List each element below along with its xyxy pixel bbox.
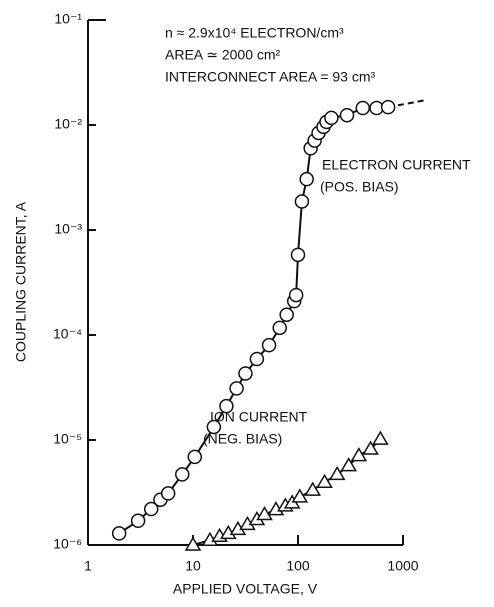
marker xyxy=(340,457,358,472)
marker xyxy=(291,488,309,503)
y-tick-label: 10⁻⁴ xyxy=(53,326,82,342)
marker xyxy=(355,100,371,116)
y-tick-label: 10⁻² xyxy=(54,116,82,132)
marker xyxy=(304,481,321,496)
y-axis-label: COUPLING CURRENT, A xyxy=(13,201,29,362)
x-tick-label: 1 xyxy=(84,558,92,574)
y-tick-label: 10⁻³ xyxy=(54,221,82,237)
marker xyxy=(380,99,396,115)
y-tick-label: 10⁻¹ xyxy=(54,11,82,27)
marker xyxy=(261,337,277,353)
series-label: ELECTRON CURRENT xyxy=(322,157,471,173)
marker xyxy=(294,194,310,209)
marker xyxy=(229,381,244,396)
marker xyxy=(130,513,146,529)
marker xyxy=(324,110,339,126)
x-tick-label: 1000 xyxy=(387,558,418,574)
marker xyxy=(184,536,202,551)
marker xyxy=(299,171,314,187)
x-axis-label: APPLIED VOLTAGE, V xyxy=(173,581,318,597)
marker xyxy=(256,506,273,521)
extrapolation xyxy=(387,99,427,109)
marker xyxy=(111,526,127,541)
annotation: AREA ≃ 2000 cm² xyxy=(165,47,281,63)
marker xyxy=(160,486,176,501)
marker xyxy=(143,501,159,517)
y-tick-label: 10⁻⁶ xyxy=(53,536,82,552)
annotation: (POS. BIAS) xyxy=(320,179,399,195)
marker xyxy=(175,467,190,482)
marker xyxy=(372,430,389,445)
marker xyxy=(290,247,306,263)
x-tick-label: 10 xyxy=(185,558,201,574)
annotation: INTERCONNECT AREA = 93 cm³ xyxy=(165,69,376,85)
marker xyxy=(316,473,333,488)
y-tick-label: 10⁻⁵ xyxy=(53,431,82,447)
marker xyxy=(219,398,234,414)
marker xyxy=(187,449,203,465)
series-line xyxy=(192,438,382,546)
marker xyxy=(238,366,253,381)
annotation: n ≈ 2.9x10⁴ ELECTRON/cm³ xyxy=(165,25,344,41)
marker xyxy=(328,465,346,481)
marker xyxy=(288,287,304,303)
marker xyxy=(206,419,222,435)
marker xyxy=(249,351,265,367)
marker xyxy=(339,107,355,123)
marker xyxy=(279,307,294,322)
annotation: (NEG. BIAS) xyxy=(203,431,282,447)
marker xyxy=(362,440,379,455)
x-tick-label: 100 xyxy=(286,558,310,574)
marker xyxy=(272,320,287,336)
series-label: ION CURRENT xyxy=(210,409,308,425)
